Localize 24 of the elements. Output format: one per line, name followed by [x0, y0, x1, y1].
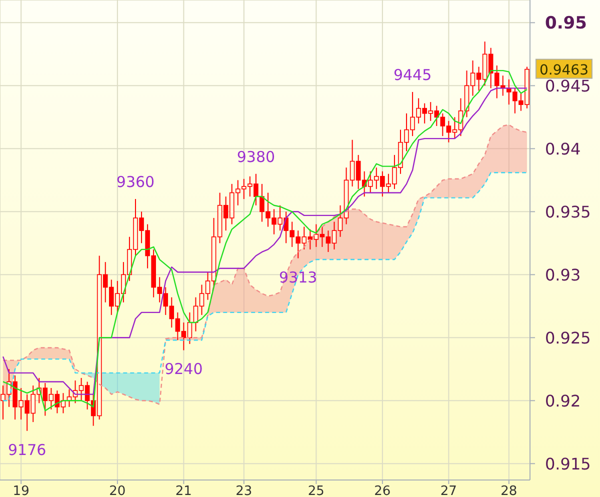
annotation: 9445	[393, 66, 432, 84]
y-tick-label: 0.95	[545, 14, 587, 34]
y-tick-label: 0.94	[545, 140, 581, 159]
annotation: 9313	[279, 268, 318, 286]
x-tick-label: 20	[109, 484, 126, 497]
y-tick-label: 0.93	[545, 266, 581, 285]
x-tick-label: 25	[308, 484, 324, 497]
x-tick-label: 27	[440, 484, 457, 497]
x-tick-label: 26	[374, 484, 391, 497]
y-tick-label: 0.915	[545, 454, 591, 474]
annotation: 9360	[116, 173, 155, 192]
annotation: 9380	[236, 148, 276, 166]
annotation: 9176	[8, 440, 46, 459]
y-tick-label: 0.945	[545, 76, 591, 96]
y-tick-label: 0.935	[545, 202, 591, 222]
x-tick-label: 21	[175, 484, 192, 497]
text: 0.9463	[540, 62, 588, 78]
x-tick-label: 28	[500, 484, 518, 497]
y-tick-label: 0.925	[545, 328, 591, 348]
x-tick-label: 23	[236, 484, 252, 497]
x-tick-label: 19	[12, 484, 30, 497]
line-series	[2, 172, 528, 402]
annotation: 9240	[164, 360, 203, 378]
y-tick-label: 0.92	[545, 392, 581, 411]
